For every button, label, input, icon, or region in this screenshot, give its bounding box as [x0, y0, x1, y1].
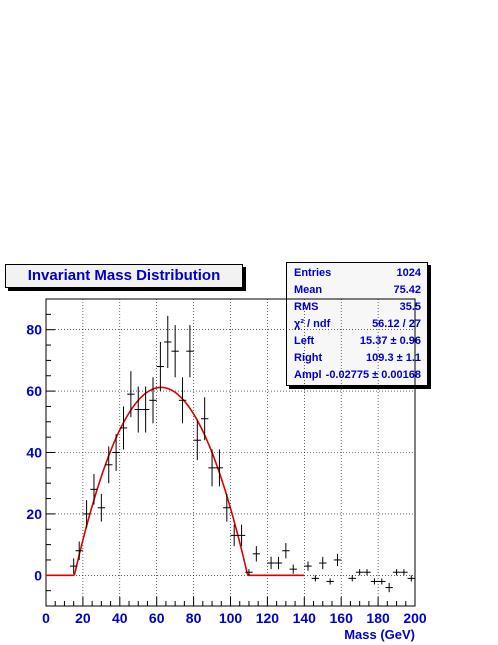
- data-point: [215, 449, 224, 487]
- x-tick-label: 80: [186, 610, 202, 626]
- data-point: [171, 325, 179, 378]
- data-point: [178, 377, 187, 424]
- data-point: [333, 553, 342, 567]
- x-tick-label: 120: [256, 610, 280, 626]
- stat-entries: Entries 1024: [287, 265, 427, 282]
- x-tick-label: 20: [75, 610, 91, 626]
- stat-value: 15.37 ± 0.96: [359, 335, 421, 347]
- stat-left: Left 15.37 ± 0.96: [287, 333, 427, 350]
- data-point: [289, 564, 297, 574]
- data-point: [363, 569, 371, 576]
- data-point: [223, 493, 231, 522]
- stat-label: Ampl: [294, 369, 322, 381]
- x-tick-label: 60: [149, 610, 165, 626]
- data-point: [326, 578, 334, 585]
- data-point: [127, 371, 135, 418]
- data-point: [75, 541, 83, 560]
- data-point: [200, 397, 209, 441]
- fit-layer: [46, 386, 305, 577]
- data-point: [319, 556, 327, 570]
- stat-label: RMS: [294, 301, 319, 313]
- stat-label: Mean: [294, 284, 323, 296]
- data-point: [164, 315, 172, 369]
- stat-label: χ² / ndf: [294, 318, 331, 330]
- x-tick-label: 180: [366, 610, 390, 626]
- data-point: [237, 524, 246, 547]
- data-point: [407, 575, 415, 582]
- data-point: [141, 386, 150, 433]
- data-point: [149, 377, 157, 424]
- data-point: [245, 569, 253, 576]
- stat-value: -0.02775 ± 0.00168: [325, 369, 421, 381]
- data-point: [156, 341, 165, 392]
- stat-ampl: Ampl -0.02775 ± 0.00168: [287, 367, 427, 384]
- stats-box: Entries 1024 Mean 75.42 RMS 35.5 χ² / nd…: [286, 262, 428, 386]
- stat-value: 56.12 / 27: [372, 318, 421, 330]
- data-point: [252, 546, 261, 562]
- data-point: [208, 449, 216, 487]
- x-tick-label: 0: [42, 610, 50, 626]
- y-tick-label: 0: [34, 567, 42, 583]
- x-axis-label: Mass (GeV): [344, 627, 415, 642]
- y-tick-label: 40: [26, 445, 42, 461]
- data-point: [385, 582, 393, 593]
- stat-value: 75.42: [393, 284, 421, 296]
- stat-value: 35.5: [399, 301, 421, 313]
- stat-label: Right: [294, 352, 323, 364]
- y-tick-label: 60: [26, 383, 42, 399]
- data-point: [304, 561, 312, 571]
- stat-mean: Mean 75.42: [287, 282, 427, 299]
- tick-labels: 0 20 40 60 80 100 120 140 160 180 200 0 20 40 60 80: [26, 322, 426, 626]
- stat-right: Right 109.3 ± 1.1: [287, 350, 427, 367]
- data-point: [82, 500, 91, 528]
- data-point: [69, 558, 78, 574]
- data-point: [230, 524, 238, 547]
- data-point: [90, 473, 98, 505]
- data-point: [274, 556, 283, 570]
- x-tick-label: 200: [403, 610, 427, 626]
- data-point: [311, 575, 320, 582]
- data-point: [186, 325, 194, 378]
- data-point: [112, 434, 120, 471]
- data-point: [134, 386, 142, 433]
- stat-value: 1024: [396, 267, 421, 279]
- data-point: [105, 446, 113, 484]
- data-point: [119, 406, 128, 450]
- data-point: [348, 575, 356, 582]
- chart-title: Invariant Mass Distribution: [5, 264, 243, 288]
- x-tick-label: 160: [330, 610, 354, 626]
- data-point: [355, 569, 364, 576]
- grid: [46, 299, 415, 606]
- data-point: [97, 493, 106, 522]
- x-tick-label: 140: [293, 610, 317, 626]
- y-tick-label: 80: [26, 322, 42, 338]
- fit-curve: [46, 386, 305, 577]
- stat-chi2-ndf: χ² / ndf 56.12 / 27: [287, 316, 427, 333]
- data-point: [282, 543, 290, 559]
- data-point: [392, 569, 401, 576]
- data-point: [370, 578, 379, 585]
- stat-label: Entries: [294, 267, 332, 279]
- y-tick-label: 20: [26, 506, 42, 522]
- stat-value: 109.3 ± 1.1: [366, 352, 421, 364]
- data-points: [69, 315, 415, 593]
- x-tick-label: 100: [219, 610, 243, 626]
- stat-rms: RMS 35.5: [287, 299, 427, 316]
- data-point: [193, 420, 201, 461]
- x-tick-label: 40: [112, 610, 128, 626]
- data-point: [267, 556, 275, 570]
- data-point: [378, 578, 386, 585]
- data-point: [400, 569, 408, 576]
